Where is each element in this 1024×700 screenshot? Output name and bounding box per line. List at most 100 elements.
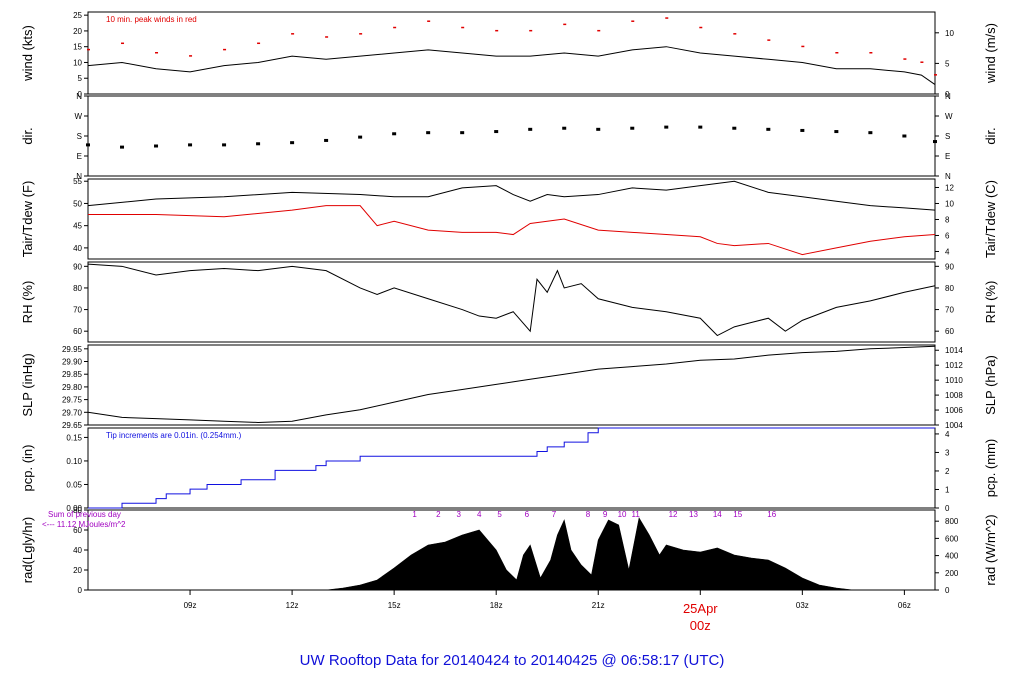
direction-point: [800, 128, 805, 132]
peak-wind-mark: [869, 52, 873, 54]
direction-point: [732, 126, 737, 130]
y2-tick-label: 8: [945, 215, 950, 224]
series-line-0: [87, 180, 936, 211]
peak-wind-mark: [934, 74, 937, 76]
panel-rh: 60 70 80 90 60 70 80 90 RH (%) RH (%): [20, 261, 998, 343]
direction-point: [256, 142, 261, 146]
y2-axis-label: Tair/Tdew (C): [983, 180, 998, 258]
hour-marker: 13: [689, 510, 698, 519]
y-tick-label: 55: [73, 177, 82, 186]
y-tick-label: 20: [73, 566, 82, 575]
y-axis-label: wind (kts): [20, 25, 35, 82]
peak-wind-mark: [699, 26, 703, 29]
y-tick-label: E: [77, 152, 82, 161]
y2-tick-label: 800: [945, 517, 959, 526]
peak-wind-mark: [325, 36, 329, 38]
direction-point: [494, 130, 499, 134]
direction-point: [698, 125, 703, 129]
y2-tick-label: 200: [945, 569, 959, 578]
panel-frame: [87, 178, 936, 260]
y2-tick-label: 90: [945, 262, 954, 271]
y2-tick-label: 80: [945, 284, 954, 293]
y-tick-label: 80: [73, 284, 82, 293]
peak-wind-mark: [563, 23, 567, 26]
hour-marker: 10: [618, 510, 627, 519]
y-tick-label: 29.95: [62, 345, 83, 354]
y2-tick-label: 1014: [945, 346, 963, 355]
x-tick-label: 15z: [388, 601, 401, 610]
y-tick-label: 60: [73, 526, 82, 535]
y-tick-label: 45: [73, 222, 82, 231]
peak-wind-mark: [121, 42, 125, 45]
y-tick-label: 25: [73, 11, 82, 20]
direction-point: [902, 134, 907, 138]
y2-tick-label: 3: [945, 448, 950, 457]
direction-point: [664, 125, 669, 129]
y2-tick-label: S: [945, 132, 950, 141]
hour-marker: 3: [457, 510, 462, 519]
y-tick-label: 60: [73, 327, 82, 336]
y-axis-label: Tair/Tdew (F): [20, 181, 35, 258]
y-tick-label: 29.75: [62, 396, 83, 405]
direction-point: [596, 127, 601, 131]
peak-wind-mark: [359, 33, 363, 35]
panel-slp: 29.65 29.70 29.75 29.80 29.85 29.90 29.95 1004 1…: [20, 344, 998, 430]
direction-point: [766, 127, 771, 131]
direction-point: [358, 135, 363, 139]
panel-annotation: Tip increments are 0.01in. (0.254mm.): [106, 431, 242, 440]
panel-wind: 0 5 10 15 20 25 0 5 10 wind (kts) wind (m/s) 10 min…: [20, 11, 998, 99]
peak-wind-mark: [189, 55, 193, 57]
x-tick-label: 21z: [592, 601, 605, 610]
y2-tick-label: 70: [945, 306, 954, 315]
peak-wind-mark: [291, 33, 295, 35]
y-axis-label: rad(Lgly/hr): [20, 517, 35, 583]
series-line-1: [88, 205, 936, 256]
y2-tick-label: 1010: [945, 376, 963, 385]
y2-axis-label: RH (%): [983, 281, 998, 324]
peak-wind-mark: [257, 42, 261, 45]
series-line-0: [88, 427, 935, 509]
y-tick-label: 90: [73, 262, 82, 271]
x-tick-label: 09z: [184, 601, 197, 610]
direction-point: [86, 143, 90, 147]
hour-marker: 15: [733, 510, 742, 519]
direction-point: [154, 144, 159, 148]
y2-tick-label: 1012: [945, 361, 963, 370]
y-tick-label: 29.80: [62, 383, 83, 392]
direction-point: [120, 145, 125, 149]
y-tick-label: 0: [78, 586, 83, 595]
y2-tick-label: 2: [945, 467, 950, 476]
y2-tick-label: 1006: [945, 406, 963, 415]
direction-point: [630, 126, 635, 130]
y2-tick-label: 0: [945, 586, 950, 595]
chart-title: UW Rooftop Data for 20140424 to 20140425…: [300, 652, 725, 669]
panel-frame: [87, 344, 936, 426]
y2-tick-label: 400: [945, 552, 959, 561]
y-tick-label: 0.15: [66, 433, 82, 442]
hour-marker: 2: [436, 510, 441, 519]
hour-marker: 8: [586, 510, 591, 519]
peak-wind-mark: [223, 48, 227, 51]
y2-axis-label: rad (W/m^2): [983, 514, 998, 585]
panel-annotation: 10 min. peak winds in red: [106, 15, 197, 24]
direction-point: [290, 141, 295, 145]
y2-tick-label: 4: [945, 430, 950, 439]
y-axis-label: SLP (inHg): [20, 353, 35, 416]
peak-wind-mark: [631, 20, 635, 22]
y2-tick-label: E: [945, 152, 950, 161]
y-tick-label: 0.10: [66, 457, 82, 466]
direction-point: [324, 138, 329, 142]
y2-tick-label: 0: [945, 90, 950, 99]
y-tick-label: 40: [73, 546, 82, 555]
y-tick-label: 50: [73, 199, 82, 208]
series-line-0: [87, 46, 936, 85]
y2-tick-label: W: [945, 112, 953, 121]
radiation-area: [88, 517, 935, 591]
panel-temp: 40 45 50 55 4 6 8 10 12 Tair/Tdew (F) Tair/Tdew (C…: [20, 177, 998, 260]
peak-wind-mark: [393, 26, 397, 29]
peak-wind-mark: [920, 61, 924, 63]
peak-wind-mark: [597, 29, 601, 32]
y2-tick-label: 1: [945, 485, 950, 494]
